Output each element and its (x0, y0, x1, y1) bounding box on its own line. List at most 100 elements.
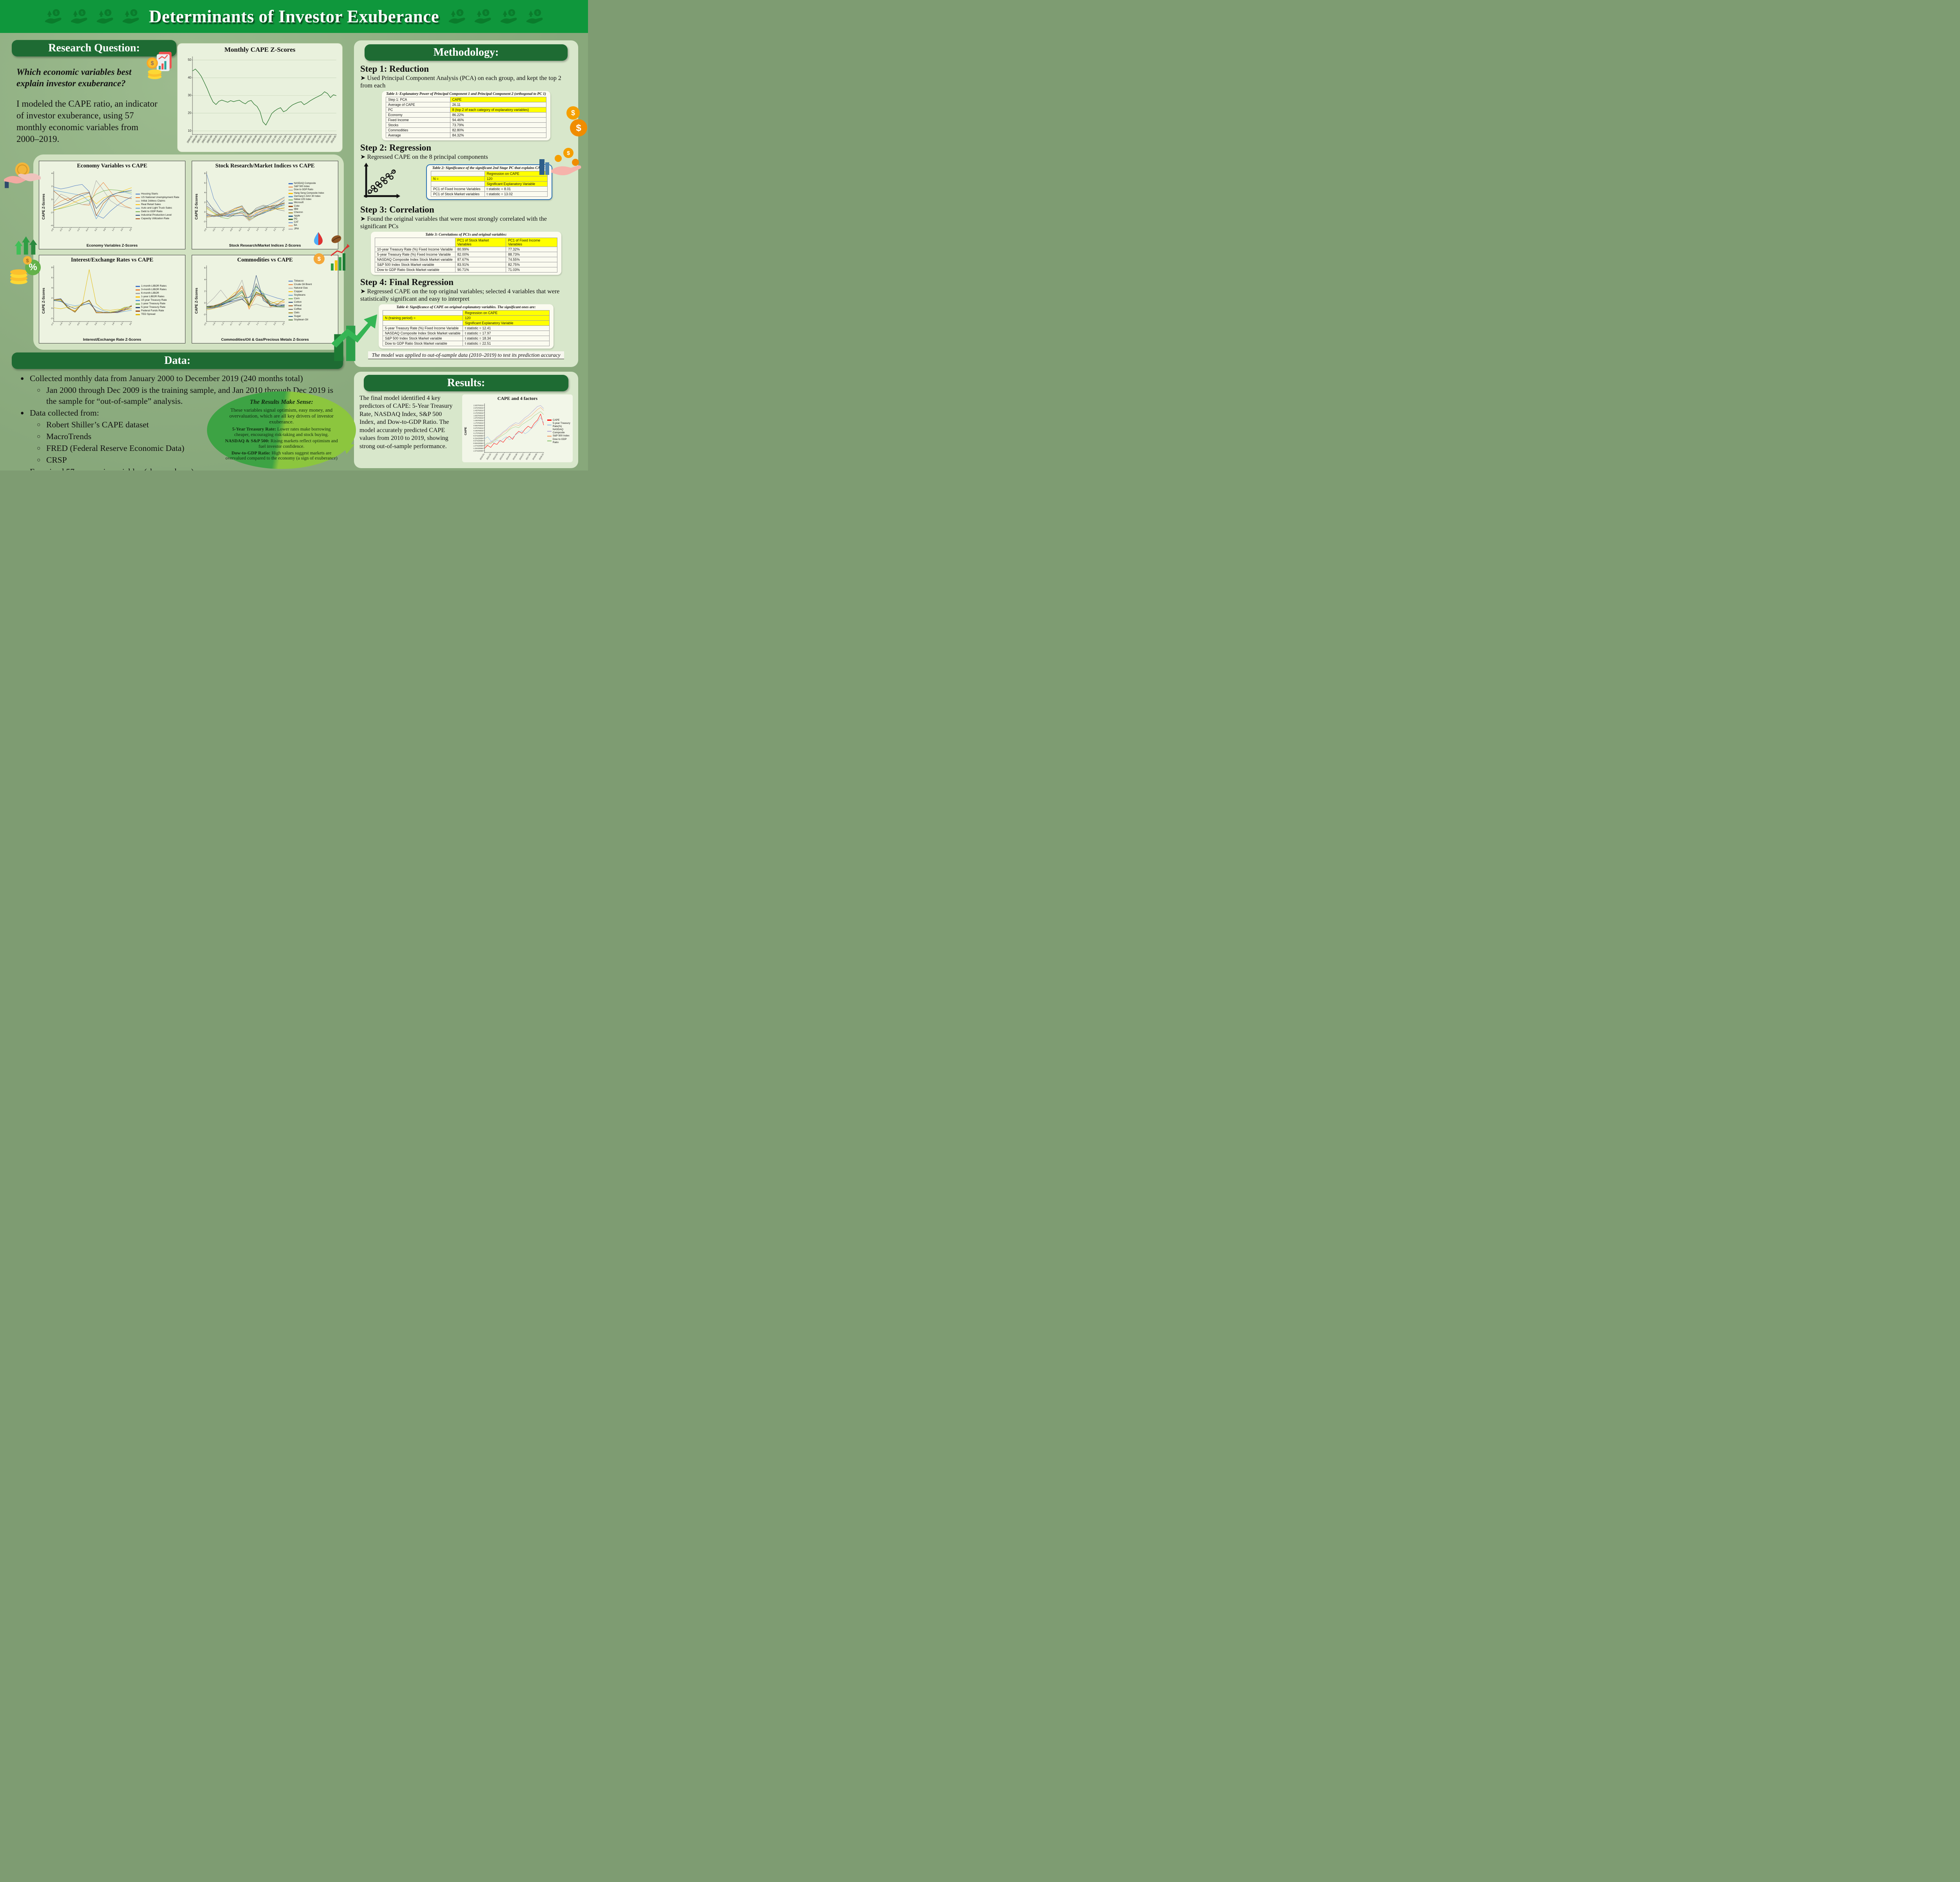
legend-item: Hang Seng Composite Index (289, 192, 336, 195)
legend-item: Dow to GDP Ratio (547, 438, 571, 444)
svg-text:-4: -4 (51, 225, 53, 227)
table-cell (375, 237, 456, 247)
svg-text:2012:03: 2012:03 (493, 453, 499, 461)
svg-text:-1.4: -1.4 (221, 228, 225, 233)
legend-swatch (289, 305, 293, 307)
table-cell: S&P 500 Index Stock Market variable (383, 336, 463, 342)
legend-item: 10-year Treasury Rate (136, 299, 183, 302)
finance-doc-icon: $ (147, 52, 172, 79)
table-cell: 87.67% (455, 256, 506, 262)
legend-label: Coke (294, 205, 300, 207)
legend-label: Coffee (294, 307, 302, 311)
table-cell: 71.03% (506, 267, 557, 272)
legend-item: Capacity Utilization Rate (136, 217, 183, 220)
x-axis-label: Economy Variables Z-Scores (86, 243, 138, 248)
results-heading: Results: (363, 375, 569, 391)
table: Regression on CAPE N = 120 Significant Expl… (431, 171, 548, 197)
svg-text:50: 50 (188, 58, 191, 62)
legend-item: CAT (289, 221, 336, 224)
legend-label: Wheat (294, 304, 302, 307)
table-cell: N (training period) = (383, 315, 463, 321)
legend-swatch (289, 193, 293, 194)
table-cell: PC1 of Fixed Income Variables (431, 186, 485, 192)
svg-text:2010:01: 2010:01 (479, 453, 485, 461)
svg-text:-0.2: -0.2 (238, 228, 242, 233)
table-cell: N = (431, 176, 485, 182)
commodities-legend: Tobacco Crude Oil Brent Natural Gas Copper S… (287, 263, 336, 338)
growth-arrow-icon (331, 314, 377, 361)
table-cell: 90.71% (455, 267, 506, 272)
legend-label: 10-year Treasury Rate (141, 299, 167, 302)
legend-item: Copper (289, 290, 336, 293)
svg-text:1.4: 1.4 (112, 228, 115, 232)
legend-label: TED Spread (141, 313, 156, 316)
legend-swatch (289, 302, 293, 303)
svg-text:2011:02: 2011:02 (486, 453, 492, 460)
hand-coins-icon: $ (539, 148, 581, 175)
svg-text:2018:09: 2018:09 (532, 453, 538, 461)
table-cell: 88.73% (506, 251, 557, 257)
panel-title: Stock Research/Market Indices vs CAPE (215, 163, 315, 169)
table-cell: t statistic = 13.02 (484, 191, 548, 197)
svg-text:-1.9: -1.9 (212, 322, 216, 327)
svg-text:2013:04: 2013:04 (499, 453, 505, 461)
svg-text:20: 20 (188, 111, 191, 115)
legend-item: Chevron (289, 211, 336, 214)
table-cell: 82.80% (450, 127, 547, 133)
legend-item: BA (289, 224, 336, 227)
legend-item: 5-year Treasury Rate(%) (547, 422, 571, 428)
svg-text:-2: -2 (203, 314, 205, 316)
legend-item: JPM (289, 228, 336, 231)
svg-text:0.4: 0.4 (247, 228, 250, 232)
commodities-svg: -2 0 2 4 6 -2.5 -1.9 -1.3 -0.7 -0.1 0.5 1.1 1.7 2.3 2.… (203, 265, 285, 327)
legend-label: IBM (294, 208, 298, 211)
legend-label: BA (294, 224, 298, 227)
stocks-chart: -2 0 2 4 6 8 -2.6 -2.0 -1.4 -0.8 -0.2 0.4 1.0 1.6 2.2 2… (200, 169, 287, 235)
legend-swatch (289, 222, 293, 223)
svg-text:-0.074230684: -0.074230684 (473, 435, 483, 437)
table-cell: PC1 of Stock Market variables (431, 191, 485, 197)
legend-label: NASDAQ Composite (294, 182, 316, 185)
variable-charts-container: Economy Variables vs CAPE CAPE Z-Scores … (33, 154, 344, 350)
svg-text:2: 2 (204, 291, 205, 293)
svg-text:2: 2 (51, 185, 53, 188)
svg-text:1.925769316: 1.925769316 (474, 414, 484, 416)
legend-swatch (289, 312, 293, 314)
legend-label: PG (294, 218, 298, 220)
legend-item: Wheat (289, 304, 336, 307)
x-axis-label: Stock Research/Market Indices Z-Scores (229, 243, 301, 248)
svg-text:2.3: 2.3 (273, 322, 277, 326)
table-cell: Average of CAPE (386, 102, 450, 108)
panel-title: Commodities vs CAPE (237, 257, 293, 263)
legend-item: US National Unemployment Rate (136, 196, 183, 199)
svg-text:2016:07: 2016:07 (519, 453, 525, 461)
table-cell: 73.79% (450, 122, 547, 128)
svg-text:2.925769316: 2.925769316 (474, 404, 484, 406)
legend-item: Tobacco (289, 280, 336, 283)
table-cell: 84.32% (450, 133, 547, 138)
legend-item: Corn (289, 297, 336, 300)
legend-item: NASDAQ Composite (289, 182, 336, 185)
legend-item: 5-year Treasury Rate (136, 306, 183, 309)
svg-text:1.675769316: 1.675769316 (474, 417, 484, 419)
table-cell (431, 181, 485, 187)
interest-svg: -2 0 2 4 6 8 -2.4 -1.8 -1.2 -0.6 0.0 0.6 1.2 1.8 2.4 3.… (51, 265, 132, 326)
table1-caption: Table 1: Explanatory Power of Principal … (386, 92, 546, 96)
table4-card: Table 4: Significance of CAPE on origina… (379, 304, 554, 349)
svg-text:$: $ (318, 256, 321, 262)
step4-desc: ➤ Regressed CAPE on the top original var… (360, 288, 560, 303)
svg-text:2.175769316: 2.175769316 (474, 412, 484, 414)
table-cell: 120 (463, 315, 550, 321)
legend-swatch (136, 296, 140, 298)
svg-text:4: 4 (204, 192, 205, 194)
y-axis-label: CAPE Z-Scores (194, 193, 198, 220)
legend-label: Debt to GDP Ratio (141, 210, 163, 213)
svg-text:0: 0 (51, 199, 53, 201)
table-cell: 80.99% (455, 246, 506, 252)
svg-text:-0.7: -0.7 (229, 322, 233, 327)
money-hand-icon (122, 9, 139, 24)
data-bullet: MacroTrends (19, 431, 336, 442)
svg-text:-2: -2 (203, 221, 205, 223)
svg-text:$: $ (151, 60, 154, 67)
legend-label: NASDAQ Composite (553, 428, 565, 434)
